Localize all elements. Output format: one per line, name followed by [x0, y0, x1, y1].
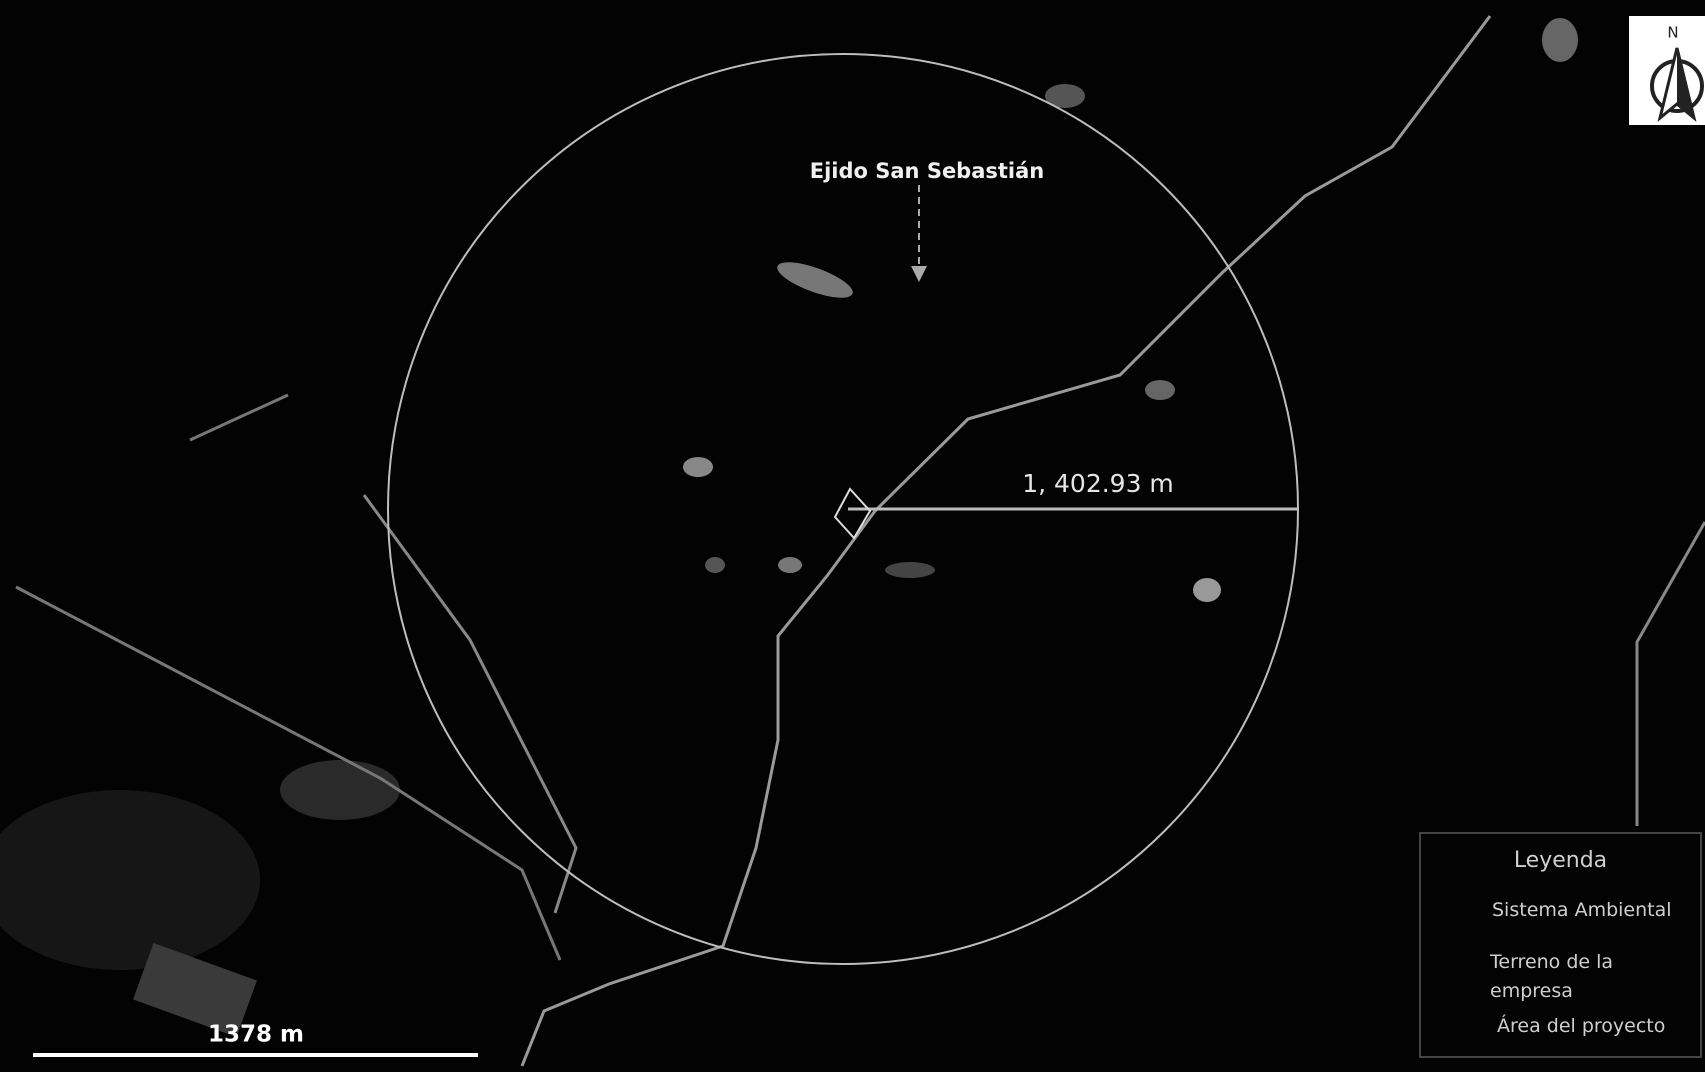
north-label: N	[1667, 24, 1678, 42]
legend-title: Leyenda	[1421, 848, 1700, 873]
radius-label: 1, 402.93 m	[1022, 469, 1174, 498]
legend-item: Sistema Ambiental	[1492, 899, 1672, 921]
legend-item: Terreno de la empresa	[1490, 948, 1650, 1006]
legend: Leyenda Sistema Ambiental Terreno de la …	[1419, 832, 1702, 1058]
scale-label: 1378 m	[208, 1022, 304, 1048]
place-label: Ejido San Sebastián	[810, 159, 1045, 183]
page: 1, 402.93 m Ejido San Sebastián 1378 m N…	[0, 0, 1705, 1072]
legend-item: Área del proyecto	[1497, 1015, 1665, 1037]
